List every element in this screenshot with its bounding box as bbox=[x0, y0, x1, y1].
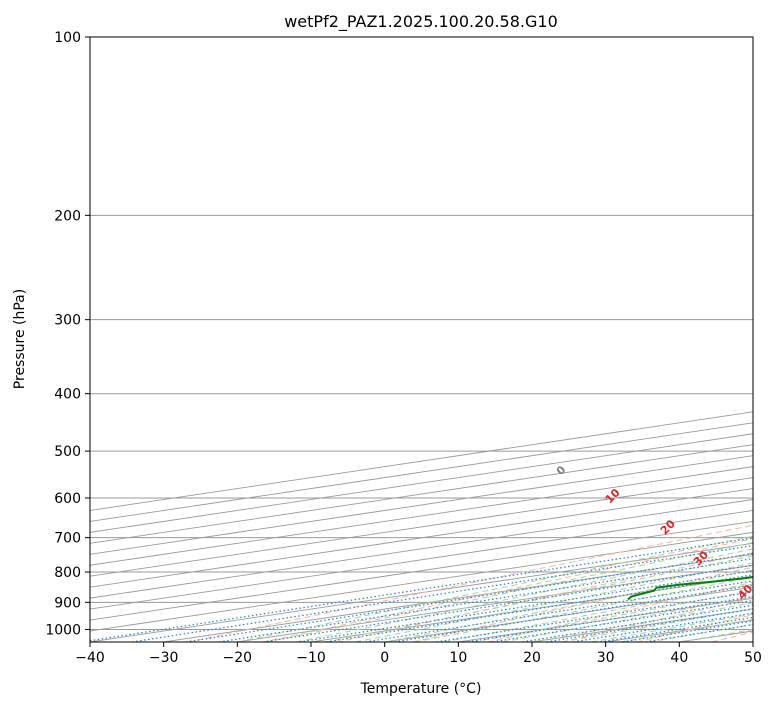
y-tick-label: 200 bbox=[54, 208, 81, 224]
x-tick-label: 40 bbox=[670, 650, 688, 666]
x-tick-label: −30 bbox=[149, 650, 179, 666]
isotherm-line bbox=[90, 422, 753, 522]
mixing-ratio-line bbox=[258, 564, 753, 642]
x-axis-label: Temperature (°C) bbox=[360, 681, 482, 697]
mixing-ratio-line bbox=[214, 557, 753, 642]
moist-adiabat-line bbox=[414, 576, 753, 642]
x-tick-label: 0 bbox=[380, 650, 389, 666]
y-tick-label: 1000 bbox=[45, 622, 81, 638]
isotherm-line bbox=[90, 488, 753, 588]
y-tick-label: 100 bbox=[54, 30, 81, 46]
dry-adiabat-line bbox=[261, 538, 753, 642]
isotherm-line bbox=[602, 619, 753, 642]
x-tick-label: 30 bbox=[597, 650, 615, 666]
moist-adiabat-line bbox=[325, 555, 753, 642]
mixing-ratio-line bbox=[321, 574, 753, 642]
moist-adiabat-line bbox=[355, 562, 753, 642]
y-axis-label: Pressure (hPa) bbox=[12, 289, 28, 389]
isotherm-line bbox=[90, 510, 753, 610]
isotherm-line bbox=[90, 411, 753, 511]
mixing-ratio-line bbox=[127, 544, 753, 642]
mixing-ratio-line bbox=[488, 599, 753, 642]
y-tick-label: 600 bbox=[54, 491, 81, 507]
dry-adiabat-label: 20 bbox=[658, 517, 678, 537]
mixing-ratio-line bbox=[432, 591, 753, 642]
line-labels: 0.10.20.40.611.52346810131620253036-100-… bbox=[554, 463, 755, 602]
isotherm-line bbox=[90, 542, 753, 642]
mixing-ratio-line bbox=[542, 608, 753, 642]
isotherm-line bbox=[90, 477, 753, 577]
chart-title: wetPf2_PAZ1.2025.100.20.58.G10 bbox=[284, 12, 558, 32]
x-tick-label: −10 bbox=[296, 650, 326, 666]
grid-lines bbox=[90, 37, 753, 642]
mixing-ratio-line bbox=[518, 604, 753, 642]
isotherm-line bbox=[90, 433, 753, 533]
dry-adiabat-label: 40 bbox=[735, 582, 755, 602]
isotherm-line bbox=[454, 597, 753, 642]
dry-adiabat-line bbox=[485, 581, 753, 642]
dry-adiabat-line bbox=[410, 566, 753, 642]
mixing-ratio-line bbox=[463, 596, 753, 642]
y-axis: 1000 900 800 700 600 500 400 300 200 100 bbox=[45, 30, 90, 638]
isotherm-line bbox=[233, 564, 753, 642]
temperature-line bbox=[759, 37, 775, 602]
y-tick-label: 700 bbox=[54, 531, 81, 547]
isotherm-line bbox=[90, 520, 753, 621]
moist-adiabat-line bbox=[590, 613, 753, 642]
y-tick-label: 900 bbox=[54, 595, 81, 611]
x-tick-label: 20 bbox=[523, 650, 541, 666]
plot-frame bbox=[89, 36, 754, 643]
isotherm-line bbox=[90, 499, 753, 599]
moist-adiabat-line bbox=[266, 541, 753, 642]
moist-adiabat-line bbox=[531, 602, 753, 642]
dry-adiabat-line bbox=[709, 631, 753, 642]
moist-adiabat-line bbox=[443, 583, 753, 642]
x-axis: −40 −30 −20 −10 0 10 20 30 40 50 bbox=[75, 642, 762, 666]
isotherm-line bbox=[90, 444, 753, 544]
x-tick-label: −40 bbox=[75, 650, 105, 666]
isotherm-line bbox=[90, 466, 753, 566]
mixing-ratio-line bbox=[90, 537, 753, 642]
mixing-ratio-line bbox=[568, 612, 753, 642]
freezing-label: 0 bbox=[554, 463, 569, 478]
x-tick-label: 10 bbox=[449, 650, 467, 666]
y-tick-label: 300 bbox=[54, 313, 81, 329]
isotherm-line bbox=[90, 531, 753, 632]
moist-adiabat-line bbox=[237, 535, 753, 642]
isotherm-line bbox=[90, 455, 753, 555]
moist-adiabat-line bbox=[502, 596, 753, 642]
y-tick-label: 500 bbox=[54, 444, 81, 460]
x-tick-label: −20 bbox=[223, 650, 253, 666]
x-tick-label: 50 bbox=[744, 650, 762, 666]
moist-adiabat-line bbox=[384, 569, 753, 642]
y-tick-label: 800 bbox=[54, 565, 81, 581]
y-tick-label: 400 bbox=[54, 387, 81, 403]
